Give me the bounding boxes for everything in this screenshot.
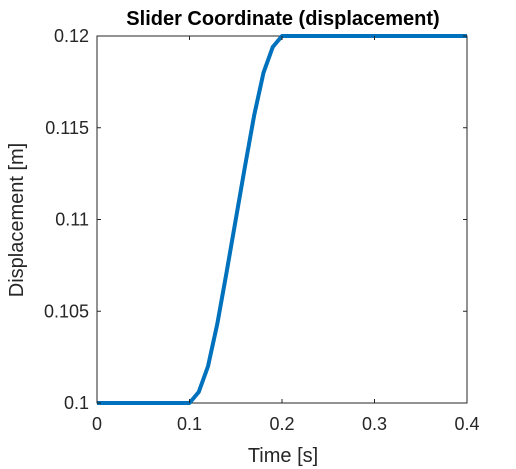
chart-title: Slider Coordinate (displacement) bbox=[126, 8, 439, 30]
x-axis: 0 0.1 0.2 0.3 0.4 bbox=[92, 36, 480, 434]
x-tick-label: 0.1 bbox=[177, 414, 202, 434]
y-tick-label: 0.105 bbox=[44, 301, 89, 321]
y-tick-label: 0.12 bbox=[54, 26, 89, 46]
x-tick-label: 0 bbox=[92, 414, 102, 434]
y-axis: 0.1 0.105 0.11 0.115 0.12 bbox=[44, 26, 467, 413]
x-tick-label: 0.3 bbox=[362, 414, 387, 434]
y-tick-label: 0.11 bbox=[55, 210, 89, 230]
x-tick-label: 0.2 bbox=[269, 414, 294, 434]
x-axis-label: Time [s] bbox=[248, 445, 318, 467]
x-tick-label: 0.4 bbox=[454, 414, 479, 434]
y-axis-label: Displacement [m] bbox=[6, 143, 28, 298]
y-tick-label: 0.1 bbox=[64, 393, 89, 413]
y-tick-label: 0.115 bbox=[45, 118, 89, 138]
